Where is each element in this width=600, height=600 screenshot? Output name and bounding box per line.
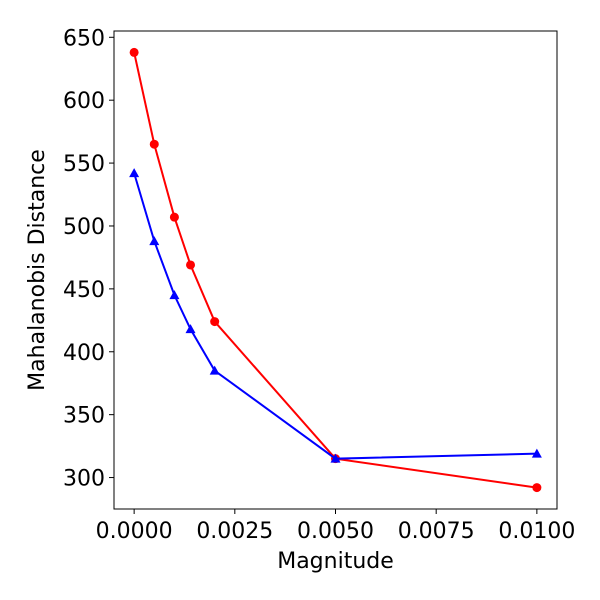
y-tick-label: 600	[63, 89, 105, 114]
data-point-red-circle	[169, 212, 179, 222]
plot-frame	[113, 30, 558, 510]
y-axis-label: Mahalanobis Distance	[25, 149, 50, 391]
y-tick-label: 400	[63, 341, 105, 366]
data-point-red-circle	[532, 483, 542, 493]
data-point-blue-triangle	[129, 168, 140, 178]
x-tick-label: 0.0100	[498, 519, 575, 544]
data-point-red-circle	[129, 47, 139, 57]
data-point-blue-triangle	[149, 236, 160, 246]
data-point-red-circle	[210, 317, 220, 327]
data-point-blue-triangle	[209, 365, 220, 375]
x-tick-label: 0.0075	[398, 519, 475, 544]
data-point-red-circle	[149, 139, 159, 149]
y-tick-label: 450	[63, 278, 105, 303]
y-tick-label: 550	[63, 152, 105, 177]
x-axis-ticks: 0.0000 0.0025 0.0050 0.0075 0.0100	[96, 509, 575, 544]
data-point-blue-triangle	[169, 290, 180, 300]
y-tick-label: 650	[63, 26, 105, 51]
plot-area	[114, 31, 557, 509]
y-tick-label: 500	[63, 215, 105, 240]
y-tick-label: 300	[63, 467, 105, 492]
data-point-blue-triangle	[531, 448, 542, 458]
x-axis-label: Magnitude	[277, 549, 394, 574]
x-tick-label: 0.0025	[196, 519, 273, 544]
data-point-blue-triangle	[185, 324, 196, 334]
data-point-blue-triangle	[330, 453, 341, 463]
data-point-red-circle	[186, 260, 196, 270]
y-axis-ticks: 300 350 400 450 500 550 600 650	[63, 26, 114, 492]
y-tick-label: 350	[63, 404, 105, 429]
x-tick-label: 0.0050	[297, 519, 374, 544]
x-tick-label: 0.0000	[96, 519, 173, 544]
series-layer	[129, 47, 542, 493]
